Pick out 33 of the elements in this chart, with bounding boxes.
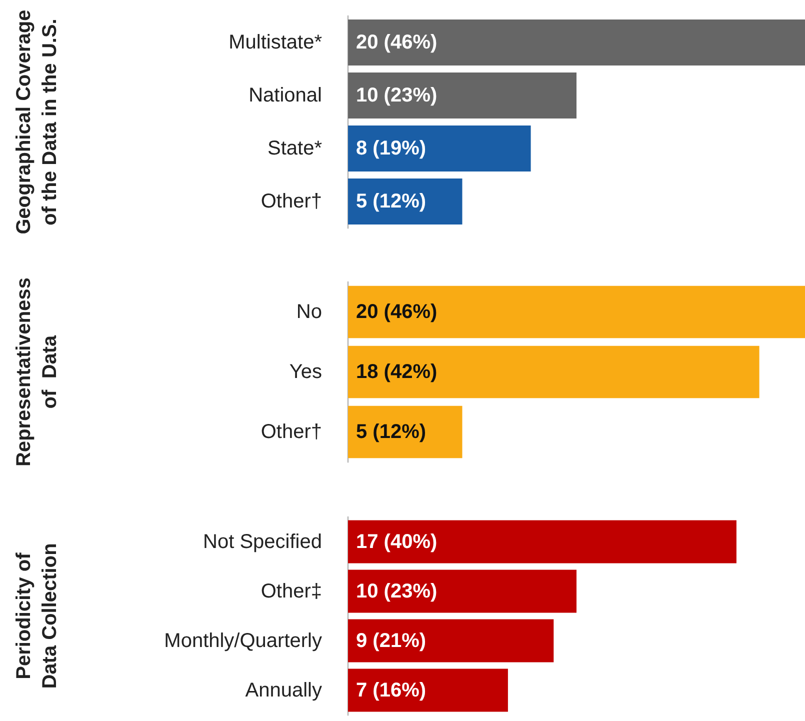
y-tick-label: Other† (260, 190, 322, 212)
y-tick-label: National (248, 84, 322, 106)
y-axis-title: Periodicity of Data Collection (13, 543, 61, 689)
bar (348, 619, 554, 662)
data-label: 18 (42%) (356, 361, 438, 383)
bar (348, 19, 805, 66)
bar (348, 125, 531, 172)
bar (348, 520, 736, 564)
data-label: 17 (40%) (356, 530, 438, 553)
y-axis-title: Representativeness of Data (13, 278, 61, 466)
bar (348, 178, 462, 225)
y-tick-label: No (296, 301, 322, 323)
data-label: 20 (46%) (356, 301, 438, 323)
bar (348, 72, 576, 119)
bar (348, 668, 508, 712)
y-tick-label: Other† (260, 421, 322, 443)
data-label: 20 (46%) (356, 32, 438, 54)
data-label: 10 (23%) (356, 580, 438, 602)
bar (348, 570, 576, 613)
y-tick-label: Not Specified (203, 530, 322, 553)
data-label: 7 (16%) (356, 679, 426, 702)
data-label: 5 (12%) (356, 421, 426, 443)
data-label: 5 (12%) (356, 190, 426, 212)
y-axis-title: Geographical Coverage of the Data in the U.S. (13, 10, 61, 234)
y-tick-label: Multistate* (228, 32, 322, 54)
data-label: 8 (19%) (356, 138, 426, 160)
y-tick-label: Annually (245, 679, 322, 702)
y-tick-label: Monthly/Quarterly (164, 630, 322, 652)
y-tick-label: Other‡ (260, 580, 322, 602)
y-tick-label: State* (268, 138, 322, 160)
data-label: 9 (21%) (356, 630, 426, 652)
y-tick-label: Yes (289, 361, 322, 383)
data-label: 10 (23%) (356, 84, 438, 106)
